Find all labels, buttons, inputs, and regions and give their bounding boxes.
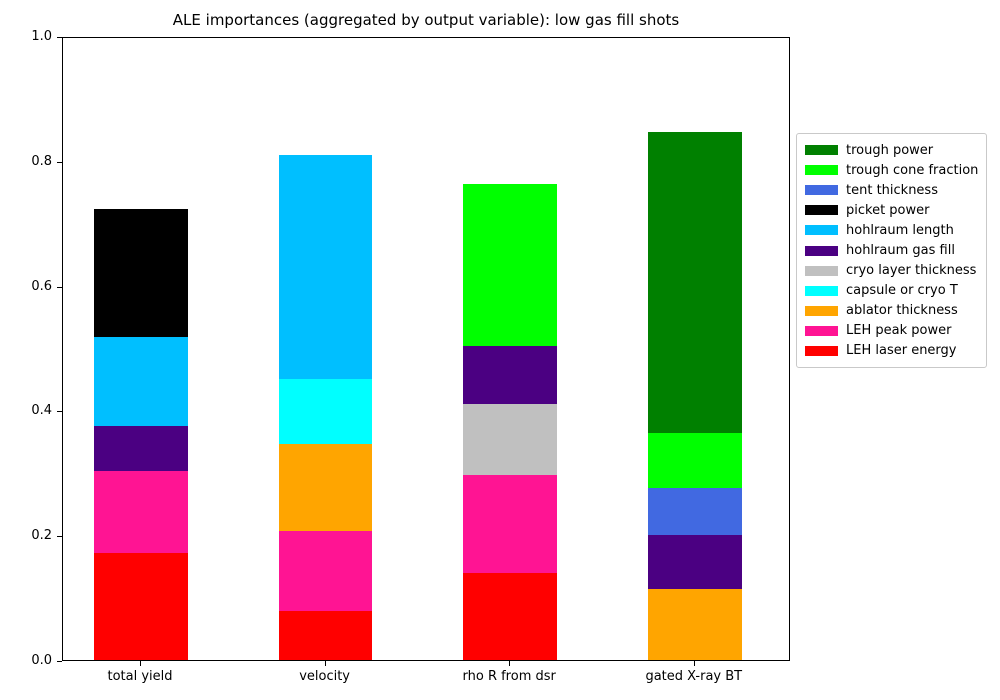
y-tick-mark <box>57 287 62 288</box>
legend-swatch-leh-peak-power <box>805 325 838 336</box>
legend-swatch-tent-thickness <box>805 185 838 196</box>
legend-item-tent-thickness: tent thickness <box>797 180 986 200</box>
y-tick-label: 0.2 <box>31 528 52 543</box>
legend-label: hohlraum length <box>846 222 954 238</box>
plot-area <box>62 37 790 661</box>
legend-label: trough power <box>846 142 934 158</box>
bar-rho-r-from-dsr <box>463 183 557 660</box>
x-tick-mark <box>693 661 695 666</box>
y-tick-mark <box>57 661 62 662</box>
legend-item-trough-cone-fraction: trough cone fraction <box>797 160 986 180</box>
legend-label: hohlraum gas fill <box>846 243 955 259</box>
y-tick-mark <box>57 162 62 163</box>
bar-segment-tent-thickness <box>648 487 742 536</box>
legend-item-leh-laser-energy: LEH laser energy <box>797 341 986 361</box>
legend-swatch-trough-power <box>805 145 838 156</box>
y-tick-label: 1.0 <box>31 29 52 44</box>
legend-swatch-capsule-or-cryo-t <box>805 285 838 296</box>
legend-item-ablator-thickness: ablator thickness <box>797 301 986 321</box>
y-tick-label: 0.0 <box>31 653 52 668</box>
legend-label: tent thickness <box>846 182 938 198</box>
x-tick-mark <box>140 661 141 666</box>
legend-item-leh-peak-power: LEH peak power <box>797 321 986 341</box>
legend-swatch-ablator-thickness <box>805 305 838 316</box>
legend-label: LEH peak power <box>846 323 952 339</box>
y-tick-label: 0.6 <box>31 279 52 294</box>
bar-segment-leh-laser-energy <box>94 553 188 660</box>
legend-item-hohlraum-gas-fill: hohlraum gas fill <box>797 240 986 260</box>
legend-swatch-trough-cone-fraction <box>805 165 838 176</box>
legend-item-cryo-layer-thickness: cryo layer thickness <box>797 261 986 281</box>
legend-label: LEH laser energy <box>846 343 957 359</box>
bar-segment-ablator-thickness <box>278 444 373 532</box>
legend-swatch-hohlraum-gas-fill <box>805 245 838 256</box>
legend-item-hohlraum-length: hohlraum length <box>797 220 986 240</box>
legend-swatch-picket-power <box>805 205 838 216</box>
legend-label: trough cone fraction <box>846 162 979 178</box>
bar-segment-leh-peak-power <box>94 470 188 554</box>
bar-segment-ablator-thickness <box>648 588 742 660</box>
legend-swatch-hohlraum-length <box>805 225 838 236</box>
bar-segment-leh-peak-power <box>463 474 557 574</box>
bar-segment-capsule-or-cryo-t <box>278 378 373 445</box>
bar-segment-trough-cone-fraction <box>463 183 557 346</box>
x-tick-label: gated X-ray BT <box>645 669 743 684</box>
y-tick-mark <box>57 411 62 412</box>
chart-title: ALE importances (aggregated by output va… <box>172 11 680 29</box>
bar-gated-x-ray-bt <box>648 132 742 660</box>
legend-label: ablator thickness <box>846 303 958 319</box>
legend: trough power trough cone fraction tent thi… <box>796 133 987 369</box>
bar-segment-hohlraum-gas-fill <box>463 345 557 405</box>
bar-segment-leh-peak-power <box>278 531 373 612</box>
legend-item-picket-power: picket power <box>797 200 986 220</box>
bar-segment-cryo-layer-thickness <box>463 404 557 475</box>
bar-segment-leh-laser-energy <box>278 611 373 660</box>
legend-swatch-cryo-layer-thickness <box>805 265 838 276</box>
x-tick-label: total yield <box>107 669 173 684</box>
bar-segment-picket-power <box>94 209 188 337</box>
legend-item-capsule-or-cryo-t: capsule or cryo T <box>797 281 986 301</box>
x-tick-label: rho R from dsr <box>462 669 556 684</box>
x-tick-label: velocity <box>299 669 350 684</box>
y-tick-label: 0.8 <box>31 154 52 169</box>
bar-segment-hohlraum-length <box>94 336 188 426</box>
legend-label: cryo layer thickness <box>846 263 977 279</box>
bar-segment-hohlraum-gas-fill <box>94 425 188 471</box>
y-tick-label: 0.4 <box>31 403 52 418</box>
legend-label: capsule or cryo T <box>846 283 958 299</box>
bar-segment-trough-cone-fraction <box>648 432 742 488</box>
legend-item-trough-power: trough power <box>797 140 986 160</box>
bar-total-yield <box>94 209 188 660</box>
x-tick-mark <box>509 661 511 666</box>
y-tick-mark <box>57 37 62 38</box>
bar-velocity <box>278 155 373 660</box>
legend-swatch-leh-laser-energy <box>805 345 838 356</box>
legend-label: picket power <box>846 202 930 218</box>
bar-segment-hohlraum-length <box>278 155 373 379</box>
y-tick-mark <box>57 536 62 537</box>
bar-segment-trough-power <box>648 132 742 433</box>
bar-segment-hohlraum-gas-fill <box>648 535 742 589</box>
x-tick-mark <box>324 661 326 666</box>
bar-segment-leh-laser-energy <box>463 573 557 660</box>
